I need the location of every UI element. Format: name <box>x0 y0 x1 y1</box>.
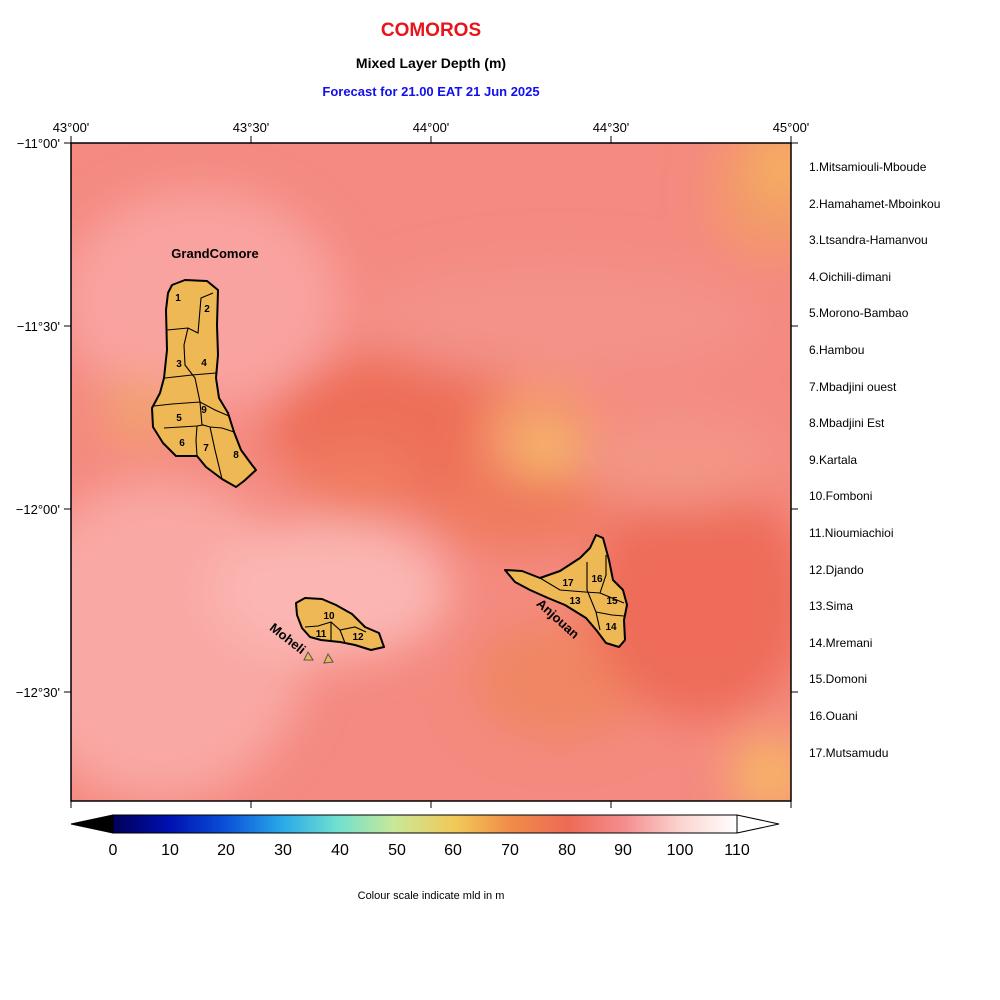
colorbar-tick: 90 <box>614 842 632 859</box>
legend-item-7: 7.Mbadjini ouest <box>809 379 897 394</box>
legend-item-9: 9.Kartala <box>809 452 858 467</box>
legend-item-17: 17.Mutsamudu <box>809 745 889 760</box>
region-num-6: 6 <box>179 438 185 449</box>
region-num-4: 4 <box>201 358 207 369</box>
legend-item-10: 10.Fomboni <box>809 489 873 504</box>
lon-label-3: 44°00' <box>413 120 450 135</box>
region-num-14: 14 <box>605 622 617 633</box>
lat-label-3: −12°00' <box>16 502 60 517</box>
region-num-3: 3 <box>176 359 182 370</box>
legend-item-5: 5.Morono-Bambao <box>809 306 909 321</box>
legend-item-14: 14.Mremani <box>809 635 873 650</box>
region-num-8: 8 <box>233 450 239 461</box>
colorbar-tick: 80 <box>558 842 576 859</box>
colorbar-tick: 70 <box>501 842 519 859</box>
map-subtitle: Mixed Layer Depth (m) <box>355 55 507 71</box>
colorbar-tick: 40 <box>331 842 349 859</box>
region-legend: 1.Mitsamiouli-Mboude 2.Hamahamet-Mboinko… <box>809 158 940 780</box>
colorbar-tick: 110 <box>724 842 750 859</box>
region-num-13: 13 <box>569 596 581 607</box>
region-num-15: 15 <box>606 596 618 607</box>
legend-item-6: 6.Hambou <box>809 342 865 357</box>
region-num-10: 10 <box>323 611 335 622</box>
lat-label-2: −11°30' <box>17 319 60 334</box>
colorbar-tick: 10 <box>161 842 179 859</box>
region-number-labels: 1 2 3 4 5 6 7 8 9 10 11 12 13 14 15 16 1… <box>175 293 618 643</box>
region-num-17: 17 <box>562 578 574 589</box>
legend-item-8: 8.Mbadjini Est <box>809 416 885 431</box>
colorbar-ticks: 0 10 20 30 40 50 60 70 80 90 100 110 <box>0 842 1000 864</box>
legend-item-13: 13.Sima <box>809 599 854 614</box>
lon-label-1: 43°00' <box>53 120 90 135</box>
map-title: COMOROS <box>380 20 482 41</box>
legend-item-2: 2.Hamahamet-Mboinkou <box>809 196 941 211</box>
island-moheli <box>295 597 385 664</box>
legend-item-15: 15.Domoni <box>809 672 868 687</box>
legend-item-16: 16.Ouani <box>809 708 858 723</box>
legend-item-4: 4.Oichili-dimani <box>809 269 892 284</box>
colorbar <box>70 814 780 834</box>
colorbar-tick: 60 <box>444 842 462 859</box>
region-num-12: 12 <box>352 632 364 643</box>
region-num-1: 1 <box>175 293 181 304</box>
legend-item-12: 12.Djando <box>809 562 864 577</box>
legend-item-11: 11.Nioumiachioi <box>809 525 894 540</box>
lon-label-5: 45°00' <box>773 120 810 135</box>
island-grand-comore <box>151 279 257 488</box>
lon-label-4: 44°30' <box>593 120 630 135</box>
lat-label-1: −11°00' <box>17 136 60 151</box>
colorbar-caption: Colour scale indicate mld in m <box>357 890 505 902</box>
mld-field <box>71 143 791 801</box>
legend-item-1: 1.Mitsamiouli-Mboude <box>809 160 927 174</box>
region-num-7: 7 <box>203 443 209 454</box>
colorbar-tick: 0 <box>108 842 118 859</box>
lon-label-2: 43°30' <box>233 120 270 135</box>
colorbar-tick: 30 <box>274 842 292 859</box>
colorbar-tick: 50 <box>388 842 406 859</box>
lat-label-4: −12°30' <box>16 685 60 700</box>
island-anjouan <box>504 534 628 648</box>
legend-item-3: 3.Ltsandra-Hamanvou <box>809 233 928 248</box>
region-num-9: 9 <box>201 405 207 416</box>
axis-ticks <box>64 136 798 808</box>
region-num-16: 16 <box>591 574 603 585</box>
region-num-5: 5 <box>176 413 182 424</box>
colorbar-tick: 20 <box>217 842 235 859</box>
region-num-2: 2 <box>204 304 210 315</box>
colorbar-tick: 100 <box>666 842 694 859</box>
label-grand-comore: GrandComore <box>171 246 258 261</box>
region-num-11: 11 <box>316 629 327 640</box>
forecast-time: Forecast for 21.00 EAT 21 Jun 2025 <box>322 84 540 99</box>
